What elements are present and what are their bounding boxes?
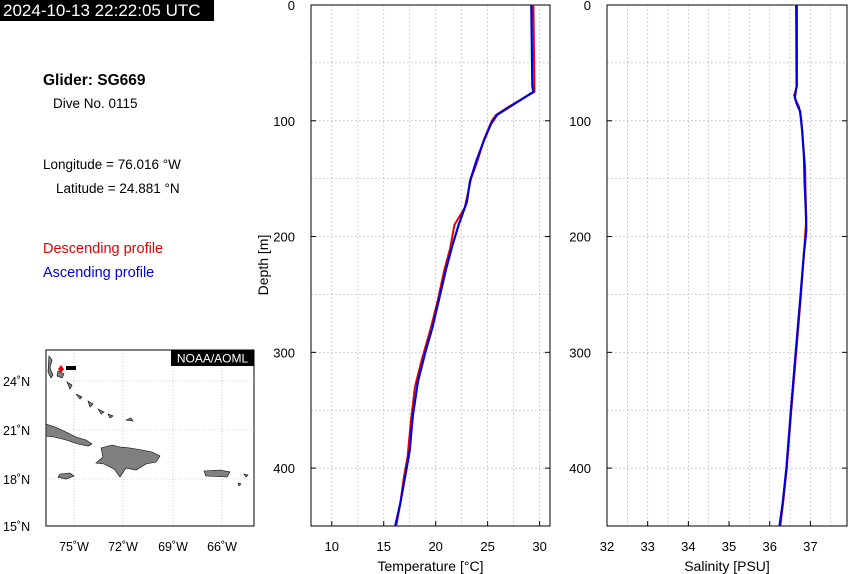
- latitude-readout: Latitude = 24.881 °N: [56, 181, 180, 196]
- salinity-xtick-label: 33: [640, 539, 654, 554]
- salinity-series-ascending: [778, 4, 808, 527]
- temperature-xtick-label: 30: [532, 539, 546, 554]
- location-map: NOAA/AOML 24˚N 21˚N 18˚N 15˚N 75˚W 72˚W 69˚W 66…: [3, 349, 255, 554]
- temperature-xlabel: Temperature [°C]: [378, 558, 484, 574]
- map-lon-label: 72˚W: [108, 540, 138, 554]
- map-glider-track: [58, 365, 76, 373]
- map-axis-labels: 24˚N 21˚N 18˚N 15˚N 75˚W 72˚W 69˚W 66˚W: [3, 375, 237, 554]
- salinity-xtick-label: 35: [722, 539, 736, 554]
- temperature-ytick-label: 400: [273, 461, 295, 476]
- map-lon-label: 69˚W: [158, 540, 188, 554]
- salinity-xtick-label: 32: [600, 539, 614, 554]
- map-land: [45, 355, 249, 487]
- temperature-xtick-label: 25: [480, 539, 494, 554]
- temperature-ytick-label: 300: [273, 345, 295, 360]
- salinity-series: [778, 4, 808, 527]
- salinity-ytick-label: 400: [569, 461, 591, 476]
- salinity-chart: 32 33 34 35 36 37 0 100 200 300 400 Salinity [PSU]: [569, 0, 848, 574]
- temperature-xtick-label: 20: [428, 539, 442, 554]
- salinity-xtick-label: 34: [681, 539, 695, 554]
- salinity-ticks: 32 33 34 35 36 37 0 100 200 300 400: [569, 0, 847, 554]
- salinity-frame: [606, 4, 848, 527]
- map-lat-label: 21˚N: [3, 424, 30, 438]
- legend-descending: Descending profile: [43, 241, 164, 257]
- temperature-ytick-label: 0: [288, 0, 295, 13]
- temperature-frame: [310, 4, 551, 527]
- map-badge: NOAA/AOML: [177, 352, 249, 366]
- map-lat-label: 18˚N: [3, 473, 30, 487]
- temperature-series: [394, 4, 536, 527]
- salinity-xtick-label: 37: [803, 539, 817, 554]
- salinity-grid: [607, 5, 847, 526]
- dive-number: Dive No. 0115: [53, 96, 138, 111]
- timestamp-banner: 2024-10-13 22:22:05 UTC: [0, 0, 214, 21]
- salinity-xtick-label: 36: [762, 539, 776, 554]
- map-lat-label: 24˚N: [3, 375, 30, 389]
- salinity-xlabel: Salinity [PSU]: [684, 558, 770, 574]
- map-badge-bg: [171, 350, 254, 366]
- glider-position-marker: [58, 365, 64, 373]
- temperature-ytick-label: 100: [273, 114, 295, 129]
- depth-ylabel: Depth [m]: [255, 235, 271, 296]
- longitude-readout: Longitude = 76.016 °W: [43, 157, 181, 172]
- temperature-ytick-label: 200: [273, 230, 295, 245]
- temperature-xtick-label: 10: [325, 539, 339, 554]
- temperature-xtick-label: 15: [377, 539, 391, 554]
- map-lon-label: 75˚W: [59, 540, 89, 554]
- legend-ascending: Ascending profile: [43, 265, 155, 281]
- glider-name: Glider: SG669: [43, 72, 146, 89]
- salinity-ytick-label: 200: [569, 230, 591, 245]
- map-lat-label: 15˚N: [3, 520, 30, 534]
- temperature-series-ascending: [394, 4, 535, 527]
- salinity-ytick-label: 0: [584, 0, 591, 13]
- salinity-ytick-label: 100: [569, 114, 591, 129]
- map-frame: [45, 349, 255, 527]
- salinity-ytick-label: 300: [569, 345, 591, 360]
- map-lon-label: 66˚W: [207, 540, 237, 554]
- temperature-grid: [311, 5, 550, 526]
